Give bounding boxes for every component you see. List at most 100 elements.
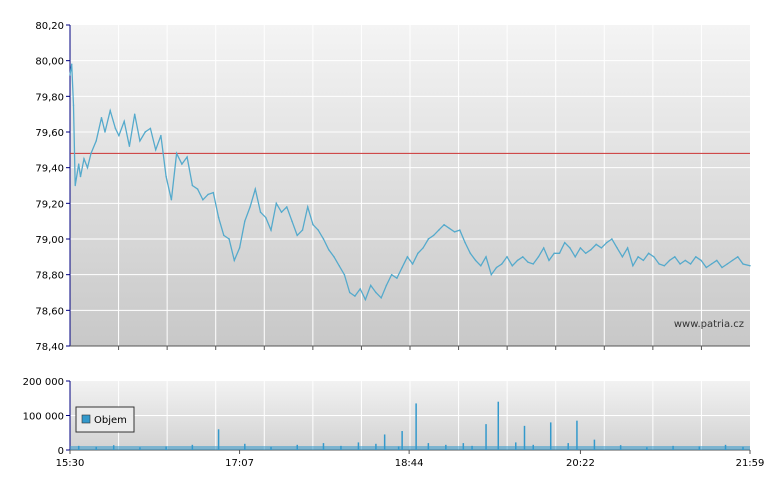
- price-point: [443, 224, 445, 226]
- price-point: [390, 273, 393, 276]
- price-y-tick-label: 79,00: [35, 235, 64, 246]
- price-point: [275, 202, 277, 205]
- price-point: [558, 252, 561, 254]
- price-point: [621, 256, 624, 258]
- price-point: [228, 238, 230, 240]
- volume-bar: [497, 401, 500, 450]
- price-point: [448, 227, 451, 229]
- price-point: [679, 263, 681, 265]
- price-point: [181, 163, 183, 165]
- price-point: [160, 134, 162, 137]
- price-y-tick-label: 78,80: [35, 271, 64, 282]
- price-point: [737, 256, 739, 258]
- price-point: [354, 295, 356, 297]
- price-point: [705, 266, 707, 269]
- price-point: [270, 229, 272, 231]
- price-point: [139, 140, 141, 142]
- price-point: [695, 256, 697, 258]
- price-point: [411, 263, 414, 265]
- price-point: [333, 256, 335, 258]
- price-point: [123, 120, 125, 123]
- price-point: [469, 252, 472, 254]
- price-point: [417, 252, 419, 254]
- price-point: [742, 263, 744, 265]
- price-point: [396, 277, 398, 279]
- price-grid: [70, 25, 750, 346]
- time-tick-label: 18:44: [395, 458, 424, 469]
- price-point: [501, 263, 503, 265]
- price-point: [438, 229, 440, 231]
- price-point: [238, 247, 241, 249]
- price-point: [684, 259, 687, 262]
- price-point: [548, 259, 550, 262]
- price-panel: 80,20 80,00 79,80 79,60 79,40 79,20 79,00 78,80…: [35, 21, 751, 353]
- price-point: [459, 229, 461, 231]
- volume-bar: [383, 434, 386, 450]
- volume-bar: [217, 429, 220, 450]
- price-point: [385, 284, 388, 287]
- price-point: [726, 263, 728, 265]
- price-point: [532, 263, 534, 265]
- price-point: [653, 256, 655, 258]
- price-point: [611, 238, 613, 240]
- price-point: [109, 109, 111, 112]
- price-point: [674, 256, 676, 258]
- price-point: [401, 266, 403, 269]
- price-point: [642, 259, 645, 262]
- price-point: [522, 256, 524, 258]
- price-point: [133, 113, 136, 115]
- price-point: [95, 140, 97, 142]
- price-point: [186, 156, 188, 158]
- price-y-tick-label: 79,60: [35, 128, 64, 139]
- price-y-axis: 80,20 80,00 79,80 79,60 79,40 79,20 79,00 78,80…: [35, 21, 70, 353]
- price-point: [78, 163, 80, 165]
- volume-y-tick-label: 100 000: [23, 412, 64, 423]
- price-point: [291, 220, 293, 222]
- price-point: [689, 263, 692, 265]
- price-y-tick-label: 78,60: [35, 306, 64, 317]
- price-point: [516, 259, 519, 262]
- price-point: [307, 206, 309, 208]
- price-point: [165, 175, 167, 178]
- volume-y-tick-label: 0: [58, 446, 64, 457]
- price-point: [79, 175, 82, 178]
- price-point: [749, 265, 751, 267]
- price-point: [348, 291, 351, 294]
- legend-label: Objem: [94, 415, 127, 426]
- price-point: [663, 265, 666, 267]
- price-point: [196, 188, 199, 190]
- volume-baseline-band: [70, 446, 750, 450]
- price-point: [364, 298, 367, 301]
- price-point: [537, 256, 540, 258]
- volume-y-axis: 200 000 100 000 0: [23, 377, 70, 457]
- volume-y-tick-label: 200 000: [23, 377, 64, 388]
- price-point: [317, 229, 319, 231]
- price-point: [716, 259, 718, 262]
- price-point: [265, 216, 267, 219]
- price-point: [90, 152, 92, 155]
- price-point: [490, 273, 492, 276]
- price-point: [144, 131, 146, 133]
- price-point: [212, 191, 215, 194]
- price-point: [191, 184, 194, 187]
- price-point: [322, 238, 325, 240]
- price-point: [359, 288, 361, 290]
- volume-bar: [576, 420, 578, 450]
- price-point: [149, 127, 152, 130]
- price-point: [700, 259, 702, 262]
- price-point: [480, 265, 482, 267]
- price-point: [244, 220, 246, 222]
- price-point: [71, 63, 73, 65]
- price-point: [595, 243, 597, 246]
- price-point: [375, 291, 377, 294]
- price-point: [312, 224, 314, 226]
- price-point: [286, 206, 288, 208]
- price-point: [100, 117, 103, 119]
- price-point: [574, 256, 576, 258]
- price-point: [564, 241, 566, 244]
- price-point: [553, 252, 555, 254]
- price-point: [485, 256, 487, 258]
- price-point: [605, 241, 608, 244]
- price-point: [721, 266, 723, 269]
